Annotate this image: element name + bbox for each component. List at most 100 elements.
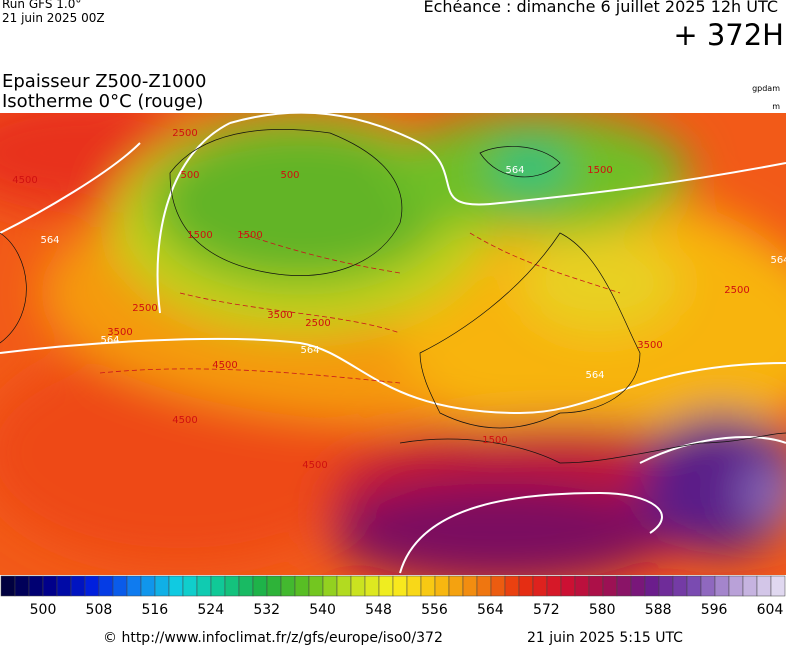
colorbar-tick-label: 556	[421, 602, 448, 618]
contour-label: 564	[585, 370, 604, 381]
contour-label: 564	[40, 235, 59, 246]
colorbar-swatch	[462, 575, 478, 597]
colorbar-tick-label: 524	[197, 602, 224, 618]
contour-label: 4500	[302, 460, 327, 471]
colorbar-swatch	[126, 575, 142, 597]
colorbar-swatch	[70, 575, 86, 597]
colorbar-swatch	[616, 575, 632, 597]
lead-time: + 372H	[673, 18, 784, 52]
colorbar-swatch	[504, 575, 520, 597]
colorbar-swatch	[728, 575, 744, 597]
contour-label: 1500	[587, 165, 612, 176]
colorbar-swatch	[588, 575, 604, 597]
colorbar-swatch	[672, 575, 688, 597]
contour-label: 1500	[237, 230, 262, 241]
colorbar-swatch	[42, 575, 58, 597]
colorbar-swatch	[280, 575, 296, 597]
footer-url: © http://www.infoclimat.fr/z/gfs/europe/…	[103, 630, 443, 646]
colorbar-swatch	[350, 575, 366, 597]
colorbar-swatch	[756, 575, 772, 597]
colorbar-swatch	[140, 575, 156, 597]
colorbar-swatch	[238, 575, 254, 597]
colorbar-swatch	[476, 575, 492, 597]
colorbar-swatch	[546, 575, 562, 597]
colorbar-tick-label: 580	[589, 602, 616, 618]
map-subtitle: Isotherme 0°C (rouge)	[2, 91, 204, 112]
colorbar-tick-label: 532	[253, 602, 280, 618]
colorbar-swatch	[420, 575, 436, 597]
colorbar-swatch	[714, 575, 730, 597]
colorbar-swatch	[560, 575, 576, 597]
colorbar-swatch	[252, 575, 268, 597]
run-date: 21 juin 2025 00Z	[2, 11, 105, 25]
thickness-contours	[0, 113, 786, 574]
contour-label: 564	[100, 335, 119, 346]
colorbar-swatch	[770, 575, 786, 597]
colorbar-tick-label: 564	[477, 602, 504, 618]
run-label: Run GFS 1.0°	[2, 0, 82, 11]
colorbar-swatch	[364, 575, 380, 597]
contour-label: 564	[300, 345, 319, 356]
contour-label: 2500	[305, 318, 330, 329]
colorbar-swatch	[322, 575, 338, 597]
colorbar-swatch	[154, 575, 170, 597]
contour-label: 1500	[187, 230, 212, 241]
colorbar-swatch	[28, 575, 44, 597]
colorbar-swatch	[56, 575, 72, 597]
colorbar-swatch	[658, 575, 674, 597]
colorbar-swatch	[406, 575, 422, 597]
colorbar-swatch	[14, 575, 30, 597]
colorbar-swatch	[224, 575, 240, 597]
colorbar-swatch	[378, 575, 394, 597]
colorbar-swatch	[84, 575, 100, 597]
colorbar-swatch	[700, 575, 716, 597]
colorbar-swatch	[434, 575, 450, 597]
contour-label: 2500	[724, 285, 749, 296]
unit-label: m	[772, 102, 780, 111]
colorbar-swatch	[336, 575, 352, 597]
colorbar-swatch	[602, 575, 618, 597]
map: 564 564 564 564 564 564 4500 4500 4500 4500 3500 35…	[0, 113, 786, 575]
colorbar-tick-label: 516	[141, 602, 168, 618]
coastlines	[0, 129, 786, 464]
colorbar-swatch	[392, 575, 408, 597]
colorbar-swatch	[182, 575, 198, 597]
colorbar-swatch	[266, 575, 282, 597]
contour-label: 3500	[107, 327, 132, 338]
colorbar-tick-label: 596	[701, 602, 728, 618]
contour-label: 500	[180, 170, 199, 181]
colorbar-swatch	[574, 575, 590, 597]
colorbar-swatch	[742, 575, 758, 597]
colorbar-swatch	[448, 575, 464, 597]
colorbar-swatch	[308, 575, 324, 597]
field	[0, 113, 786, 575]
colorbar-swatch	[0, 575, 16, 597]
contour-label: 564	[505, 165, 524, 176]
colorbar-swatch	[168, 575, 184, 597]
contour-label: 3500	[267, 310, 292, 321]
colorbar-swatch	[644, 575, 660, 597]
colorbar-swatch	[112, 575, 128, 597]
colorbar-tick-label: 548	[365, 602, 392, 618]
colorbar-tick-label: 588	[645, 602, 672, 618]
unit-label: gpdam	[752, 84, 780, 93]
map-title: Epaisseur Z500-Z1000	[2, 71, 207, 92]
colorbar-swatch	[518, 575, 534, 597]
colorbar-tick-label: 572	[533, 602, 560, 618]
valid-time: Echéance : dimanche 6 juillet 2025 12h U…	[423, 0, 778, 16]
colorbar-tick-label: 500	[30, 602, 57, 618]
colorbar-swatch	[532, 575, 548, 597]
footer-time: 21 juin 2025 5:15 UTC	[527, 630, 683, 646]
contour-label: 4500	[212, 360, 237, 371]
colorbar-swatch	[490, 575, 506, 597]
colorbar-tick-label: 540	[309, 602, 336, 618]
colorbar-swatch	[196, 575, 212, 597]
colorbar-swatch	[294, 575, 310, 597]
colorbar-tick-label: 604	[757, 602, 784, 618]
contour-label: 2500	[132, 303, 157, 314]
colorbar-swatch	[98, 575, 114, 597]
contour-label: 500	[280, 170, 299, 181]
contour-label: 3500	[637, 340, 662, 351]
contour-label: 4500	[172, 415, 197, 426]
